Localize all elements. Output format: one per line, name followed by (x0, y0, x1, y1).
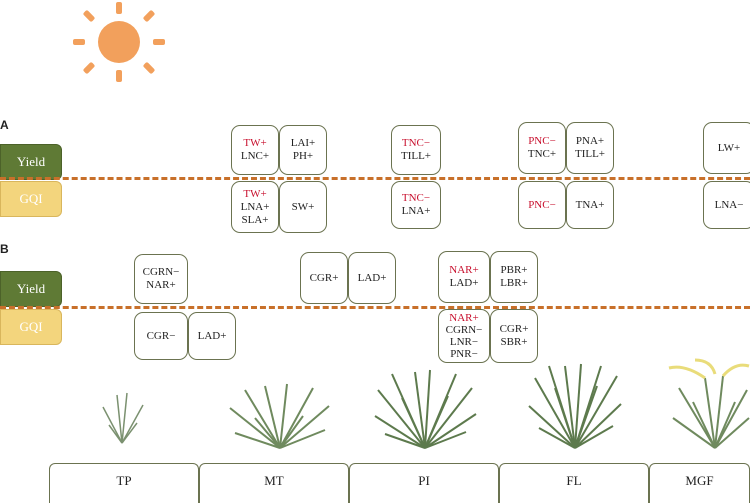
stage-tab-mt: MT (199, 463, 349, 503)
stage-tab-pi: PI (349, 463, 499, 503)
trait-box: PBR+ LBR+ (490, 251, 538, 303)
gqi-bar-b: GQI (0, 309, 62, 345)
trait-box: LAD+ (188, 312, 236, 360)
trait-box: CGR+ SBR+ (490, 309, 538, 363)
rice-plant-icon (102, 392, 144, 444)
rice-plant-icon (528, 363, 622, 449)
stage-tab-tp: TP (49, 463, 199, 503)
panel-a-label: A (0, 118, 9, 132)
stage-tab-mgf: MGF (649, 463, 750, 503)
trait-box: CGR− (134, 312, 188, 360)
trait-box: NAR+ LAD+ (438, 251, 490, 303)
trait-box: TW+ LNA+ SLA+ (231, 181, 279, 233)
trait-box: LAI+ PH+ (279, 125, 327, 175)
trait-box: TNC− TILL+ (391, 125, 441, 175)
trait-box: LW+ (703, 122, 750, 174)
rice-plant-icon (374, 369, 477, 449)
trait-box: CGRN− NAR+ (134, 254, 188, 304)
divider-line-a (0, 177, 750, 180)
yield-bar-b: Yield (0, 271, 62, 307)
trait-box: CGR+ (300, 252, 348, 304)
trait-box: TNA+ (566, 181, 614, 229)
trait-box: TW+ LNC+ (231, 125, 279, 175)
panel-b-label: B (0, 242, 9, 256)
stage-tab-fl: FL (499, 463, 649, 503)
gqi-bar-a: GQI (0, 181, 62, 217)
trait-box: TNC− LNA+ (391, 181, 441, 229)
trait-box: LAD+ (348, 252, 396, 304)
trait-box: PNC− TNC+ (518, 122, 566, 174)
rice-plant-icon (668, 358, 750, 449)
trait-box: SW+ (279, 181, 327, 233)
sun-icon (73, 2, 165, 82)
rice-plant-icon (229, 383, 330, 449)
trait-box: LNA− (703, 181, 750, 229)
trait-box: PNC− (518, 181, 566, 229)
yield-bar-a: Yield (0, 144, 62, 180)
trait-box: NAR+ CGRN− LNR− PNR− (438, 309, 490, 363)
trait-box: PNA+ TILL+ (566, 122, 614, 174)
divider-line-b (0, 306, 750, 309)
